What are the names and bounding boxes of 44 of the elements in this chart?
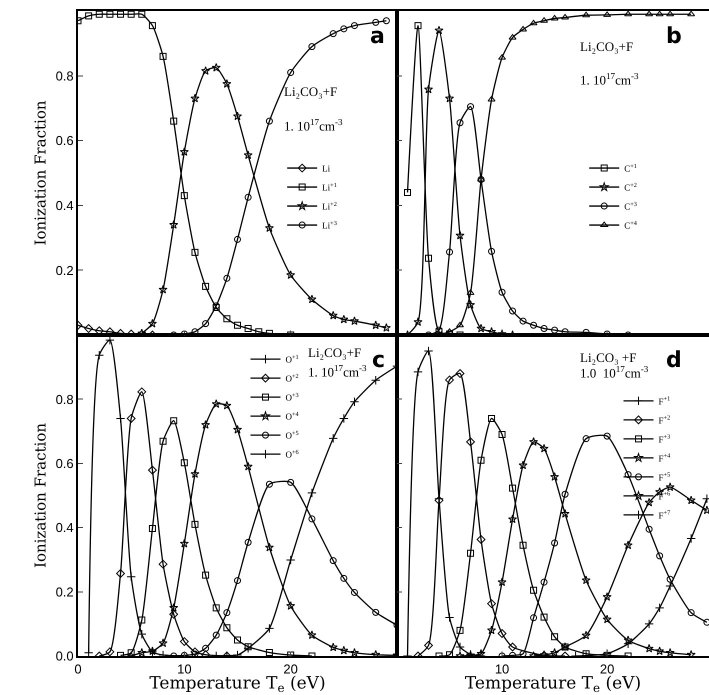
legend-label: F$^{+1}$ xyxy=(658,396,670,406)
legend-label: O$^{+4}$ xyxy=(285,410,300,422)
y-tick-label: 0.6 xyxy=(56,133,74,148)
legend-label: O$^{+6}$ xyxy=(285,448,299,460)
annotation: a xyxy=(370,24,385,49)
legend-label: O$^{+2}$ xyxy=(285,372,299,384)
y-axis-title: Ionization Fraction xyxy=(31,100,50,246)
annotation: d xyxy=(666,348,682,373)
annotation: Li₂CO₃+F xyxy=(580,39,634,54)
y-tick-label: 0.0 xyxy=(56,648,74,664)
x-tick-label: 0 xyxy=(74,661,82,676)
annotation: b xyxy=(666,24,682,49)
legend-label: O$^{+1}$ xyxy=(285,354,299,365)
legend-label: F$^{+7}$ xyxy=(658,510,670,520)
annotation: 1. 10$^{17}$cm$^{-3}$ xyxy=(284,117,344,134)
y-tick-label: 0.6 xyxy=(56,456,74,471)
y-tick-label: 0.8 xyxy=(56,68,74,84)
legend-label: C$^{+2}$ xyxy=(624,182,637,193)
legend-label: C$^{+1}$ xyxy=(624,162,637,174)
y-tick-label: 0.2 xyxy=(56,584,74,600)
legend-label: F$^{+2}$ xyxy=(658,414,670,426)
legend-label: O$^{+3}$ xyxy=(285,392,299,403)
legend-label: C$^{+3}$ xyxy=(624,200,637,212)
legend-label: F$^{+3}$ xyxy=(658,434,670,444)
legend-label: F$^{+4}$ xyxy=(658,452,672,464)
legend-label: F$^{+5}$ xyxy=(658,472,670,482)
legend-label: Li$^{+2}$ xyxy=(322,200,337,212)
y-tick-label: 0.4 xyxy=(56,198,74,213)
legend-label: Li$^{+3}$ xyxy=(322,220,337,231)
annotation: c xyxy=(372,348,386,373)
legend-label: O$^{+5}$ xyxy=(285,430,299,441)
annotation: Li₂CO₃+F xyxy=(284,84,338,99)
annotation: 1.0 10$^{17}$cm$^{-3}$ xyxy=(580,364,649,380)
annotation: Li₂CO₃+F xyxy=(308,345,362,360)
y-tick-label: 0.8 xyxy=(56,392,74,407)
y-tick-label: 0.2 xyxy=(56,262,74,278)
y-axis-title: Ionization Fraction xyxy=(31,422,50,568)
legend-label: Li xyxy=(322,164,331,174)
y-tick-label: 0.4 xyxy=(56,520,74,536)
legend-label: Li$^{+1}$ xyxy=(322,182,337,193)
annotation: 1. 10$^{17}$cm$^{-3}$ xyxy=(580,71,640,88)
legend-label: C$^{+4}$ xyxy=(624,220,638,231)
annotation: 1. 10$^{17}$cm$^{-3}$ xyxy=(308,363,368,380)
annotation: Li₂CO₃ +F xyxy=(580,350,636,365)
